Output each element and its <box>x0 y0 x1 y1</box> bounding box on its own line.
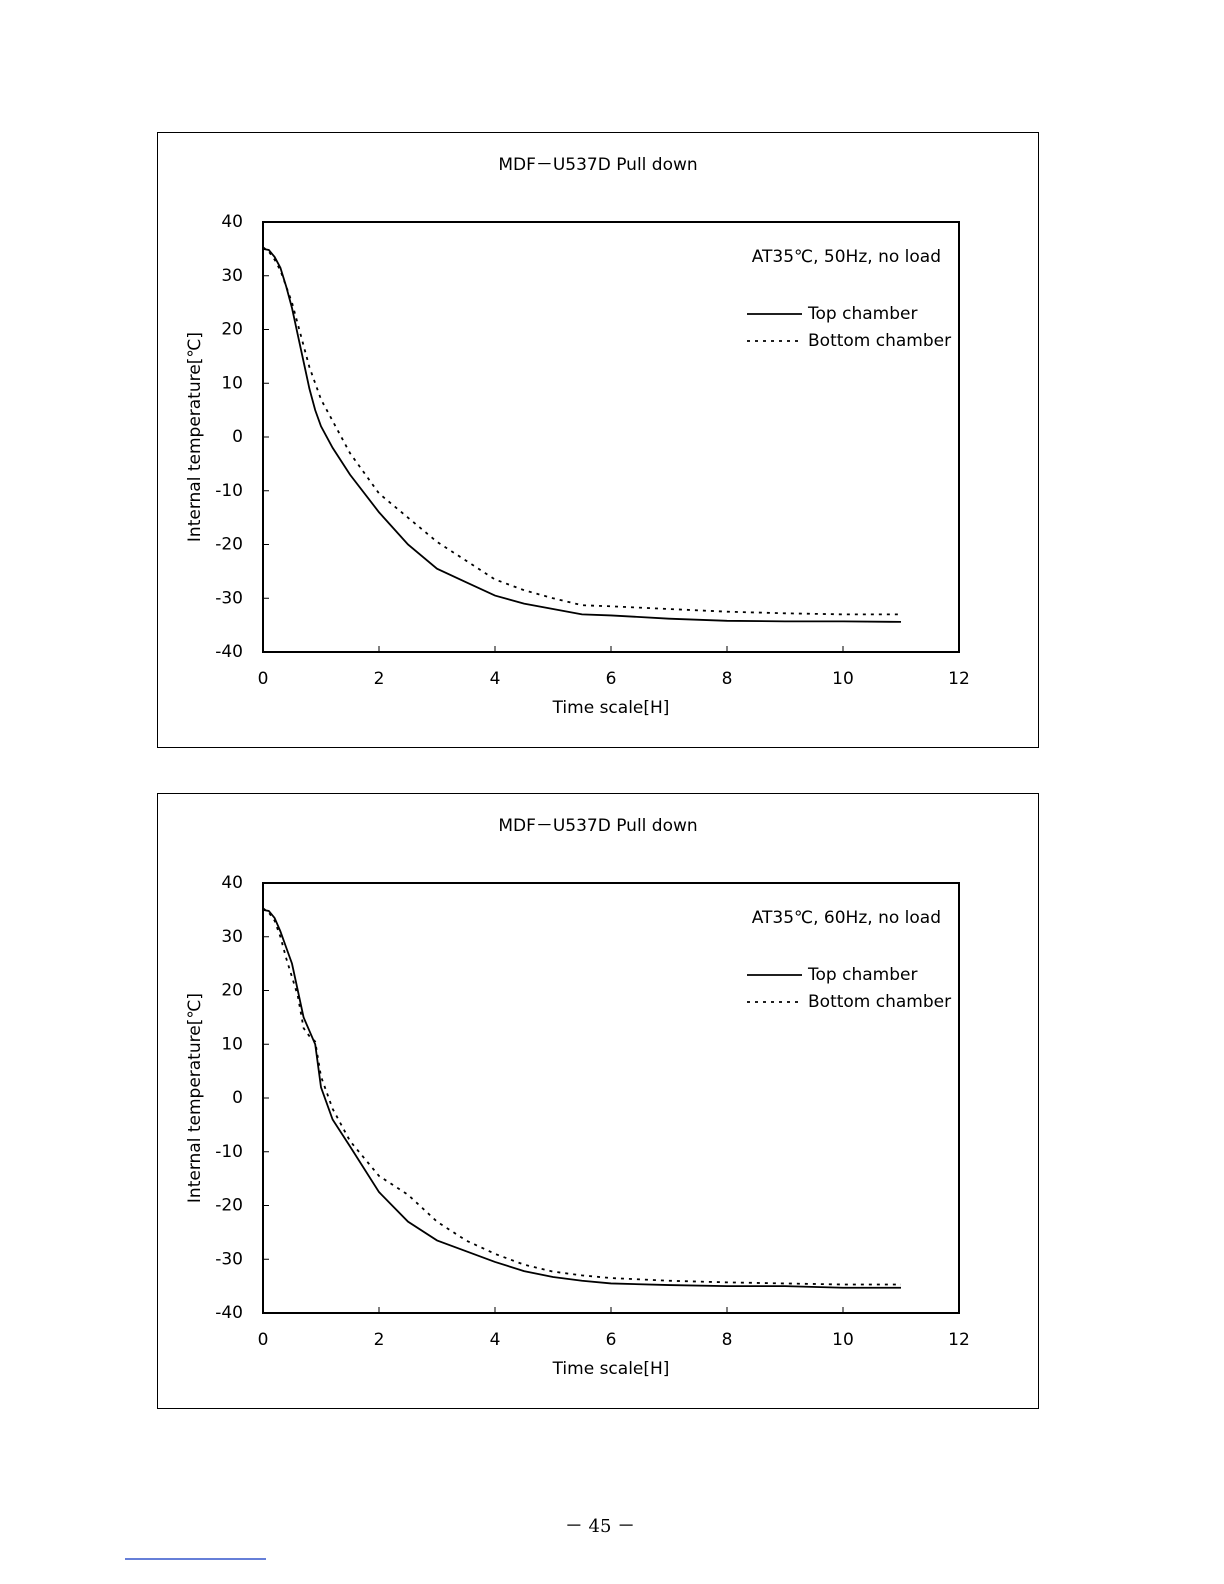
x-tick-label: 12 <box>948 669 970 689</box>
y-tick-label: 0 <box>232 1088 243 1108</box>
plot-area <box>262 882 960 1314</box>
x-tick-label: 8 <box>722 1330 733 1350</box>
y-tick-label: -40 <box>215 642 243 662</box>
x-tick-label: 10 <box>832 669 854 689</box>
y-tick-label: 30 <box>221 927 243 947</box>
legend-label: Top chamber <box>807 965 917 985</box>
x-tick-label: 0 <box>258 1330 269 1350</box>
chart-title: MDF－U537D Pull down <box>498 155 697 175</box>
x-tick-label: 4 <box>490 1330 501 1350</box>
y-axis-label: Internal temperature[℃] <box>185 332 205 542</box>
x-axis-label: Time scale[H] <box>552 698 670 718</box>
y-tick-label: -10 <box>215 481 243 501</box>
y-tick-label: 0 <box>232 427 243 447</box>
y-tick-label: -40 <box>215 1303 243 1323</box>
legend-label: Top chamber <box>807 304 917 324</box>
chart-frame <box>157 132 1039 748</box>
x-tick-label: 2 <box>374 669 385 689</box>
x-tick-label: 12 <box>948 1330 970 1350</box>
y-tick-label: 40 <box>221 873 243 893</box>
page-number: － 45 － <box>565 1516 635 1537</box>
y-tick-label: 20 <box>221 981 243 1001</box>
x-tick-label: 0 <box>258 669 269 689</box>
legend-label: Bottom chamber <box>808 992 951 1012</box>
series-line <box>262 908 901 1289</box>
annotation: AT35℃, 60Hz, no load <box>752 908 941 928</box>
y-tick-label: -30 <box>215 588 243 608</box>
annotation: AT35℃, 50Hz, no load <box>752 247 941 267</box>
y-tick-label: -20 <box>215 1196 243 1216</box>
series-line <box>262 247 902 623</box>
y-axis-label: Internal temperature[℃] <box>185 993 205 1203</box>
y-tick-label: 30 <box>221 266 243 286</box>
chart-frame <box>157 793 1039 1409</box>
x-tick-label: 6 <box>606 1330 617 1350</box>
x-axis-label: Time scale[H] <box>552 1359 670 1379</box>
series-line <box>262 907 901 1286</box>
chart-title: MDF－U537D Pull down <box>498 816 697 836</box>
y-tick-label: -20 <box>215 535 243 555</box>
y-tick-label: 10 <box>221 1034 243 1054</box>
y-tick-label: 40 <box>221 212 243 232</box>
x-tick-label: 6 <box>606 669 617 689</box>
series-line <box>262 246 901 616</box>
y-tick-label: 10 <box>221 373 243 393</box>
legend-label: Bottom chamber <box>808 331 951 351</box>
plot-area <box>262 221 960 653</box>
x-tick-label: 4 <box>490 669 501 689</box>
y-tick-label: 20 <box>221 320 243 340</box>
x-tick-label: 2 <box>374 1330 385 1350</box>
y-tick-label: -30 <box>215 1249 243 1269</box>
x-tick-label: 8 <box>722 669 733 689</box>
x-tick-label: 10 <box>832 1330 854 1350</box>
y-tick-label: -10 <box>215 1142 243 1162</box>
